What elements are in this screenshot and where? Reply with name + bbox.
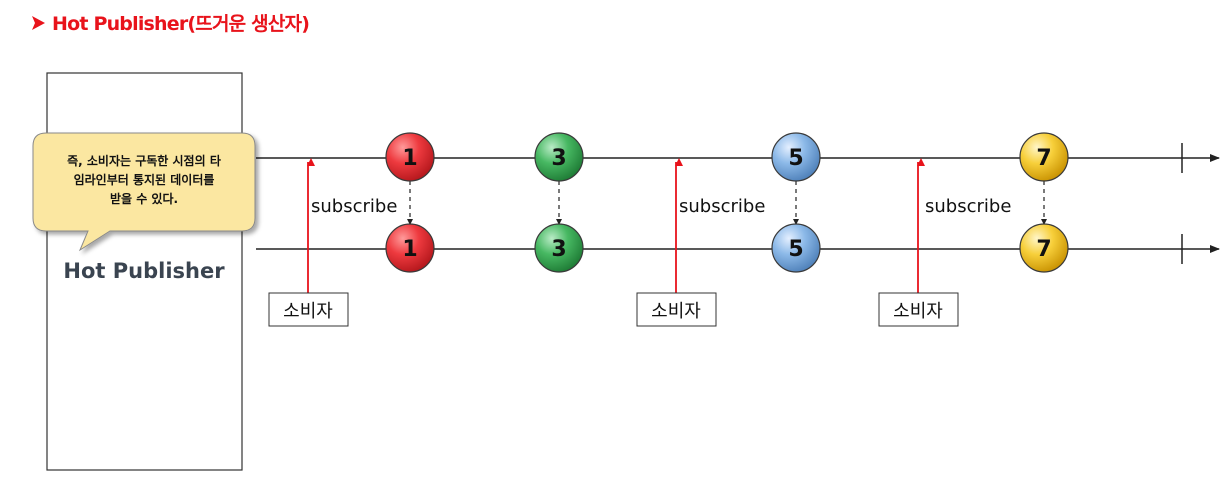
callout-line-1: 즉, 소비자는 구독한 시점의 타 (67, 153, 221, 168)
consumer-box (268, 292, 349, 327)
consumer-box (636, 292, 717, 327)
marble-label: 7 (1036, 146, 1051, 171)
bullet-arrow-icon (32, 16, 45, 30)
publisher-label: Hot Publisher (63, 259, 225, 283)
callout-line-3: 받을 수 있다. (110, 191, 178, 206)
marble-label: 1 (402, 237, 417, 262)
marble-label: 7 (1036, 237, 1051, 262)
marble-upstream-5: 5 (771, 132, 821, 182)
consumer-label: 소비자 (893, 301, 943, 322)
subscribe-label: subscribe (679, 196, 765, 217)
marble-upstream-1: 1 (385, 132, 435, 182)
callout-line-2: 임라인부터 통지된 데이터를 (74, 172, 215, 187)
marble-label: 5 (788, 237, 803, 262)
subscribe-label: subscribe (311, 196, 397, 217)
consumer-box (878, 292, 959, 327)
marble-label: 3 (551, 146, 566, 171)
consumer-label: 소비자 (283, 301, 333, 322)
marble-upstream-7: 7 (1019, 132, 1069, 182)
marble-label: 5 (788, 146, 803, 171)
subscribe-label: subscribe (925, 196, 1011, 217)
consumer-label: 소비자 (651, 301, 701, 322)
subscription-1: subscribe 소비자 (268, 158, 397, 327)
marble-upstream-3: 3 (534, 132, 584, 182)
page-title: Hot Publisher(뜨거운 생산자) (32, 13, 310, 35)
marble-label: 1 (402, 146, 417, 171)
subscription-3: subscribe 소비자 (878, 158, 1011, 327)
marble-downstream-1: 1 (385, 223, 435, 273)
marble-label: 3 (551, 237, 566, 262)
title-text: Hot Publisher(뜨거운 생산자) (52, 13, 309, 35)
subscription-2: subscribe 소비자 (636, 158, 765, 327)
marble-downstream-7: 7 (1019, 223, 1069, 273)
marble-downstream-3: 3 (534, 223, 584, 273)
marble-downstream-5: 5 (771, 223, 821, 273)
callout-bubble (32, 132, 256, 252)
